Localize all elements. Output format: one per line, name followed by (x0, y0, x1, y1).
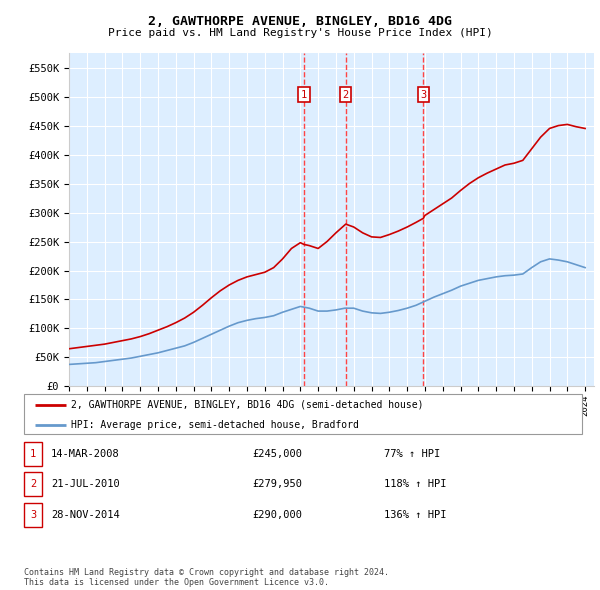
Text: 28-NOV-2014: 28-NOV-2014 (51, 510, 120, 520)
Text: Contains HM Land Registry data © Crown copyright and database right 2024.
This d: Contains HM Land Registry data © Crown c… (24, 568, 389, 587)
Text: £245,000: £245,000 (252, 449, 302, 458)
Text: 2, GAWTHORPE AVENUE, BINGLEY, BD16 4DG (semi-detached house): 2, GAWTHORPE AVENUE, BINGLEY, BD16 4DG (… (71, 400, 424, 410)
Text: 2: 2 (343, 90, 349, 100)
Text: 14-MAR-2008: 14-MAR-2008 (51, 449, 120, 458)
Text: £290,000: £290,000 (252, 510, 302, 520)
Text: 136% ↑ HPI: 136% ↑ HPI (384, 510, 446, 520)
Text: HPI: Average price, semi-detached house, Bradford: HPI: Average price, semi-detached house,… (71, 420, 359, 430)
FancyBboxPatch shape (24, 394, 582, 434)
Text: 1: 1 (30, 449, 36, 458)
Text: 118% ↑ HPI: 118% ↑ HPI (384, 480, 446, 489)
Text: 21-JUL-2010: 21-JUL-2010 (51, 480, 120, 489)
Text: 1: 1 (301, 90, 307, 100)
Text: Price paid vs. HM Land Registry's House Price Index (HPI): Price paid vs. HM Land Registry's House … (107, 28, 493, 38)
Text: 2, GAWTHORPE AVENUE, BINGLEY, BD16 4DG: 2, GAWTHORPE AVENUE, BINGLEY, BD16 4DG (148, 15, 452, 28)
Text: 77% ↑ HPI: 77% ↑ HPI (384, 449, 440, 458)
Text: 2: 2 (30, 480, 36, 489)
Text: 3: 3 (420, 90, 427, 100)
Text: 3: 3 (30, 510, 36, 520)
Text: £279,950: £279,950 (252, 480, 302, 489)
